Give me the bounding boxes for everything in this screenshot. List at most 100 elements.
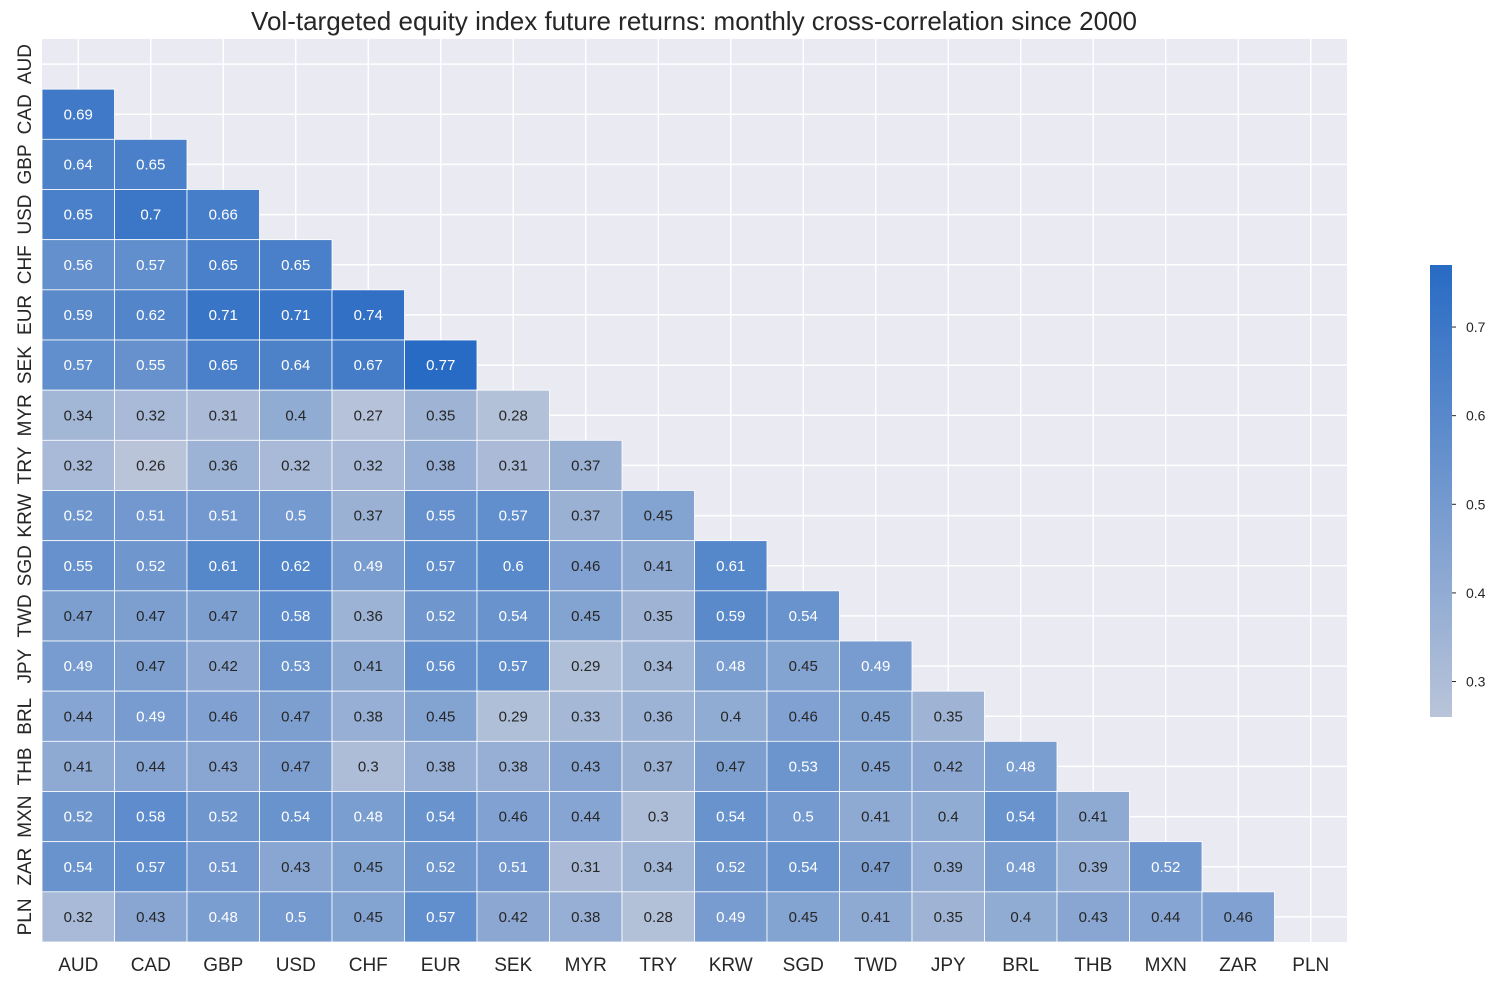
y-tick-label-chf: CHF <box>15 245 36 284</box>
heatmap-cell-twd-myr <box>549 590 623 642</box>
cell-value-label: 0.47 <box>281 708 310 725</box>
cell-value-label: 0.45 <box>644 508 673 525</box>
cell-value-label: 0.29 <box>499 708 528 725</box>
heatmap-cell-twd-try <box>621 590 695 642</box>
x-tick-label-thb: THB <box>1074 955 1112 976</box>
cell-value-label: 0.47 <box>861 859 890 876</box>
cell-value-label: 0.49 <box>716 909 745 926</box>
cell-value-label: 0.47 <box>209 608 238 625</box>
cell-value-label: 0.45 <box>789 909 818 926</box>
y-tick-label-aud: AUD <box>15 44 36 84</box>
cell-value-label: 0.49 <box>861 658 890 675</box>
cell-value-label: 0.44 <box>571 809 600 826</box>
cell-value-label: 0.4 <box>1010 909 1031 926</box>
cell-value-label: 0.61 <box>716 558 745 575</box>
heatmap-cell-pln-zar <box>1201 891 1275 943</box>
cell-value-label: 0.44 <box>64 708 93 725</box>
cell-value-label: 0.57 <box>136 257 165 274</box>
cell-value-label: 0.45 <box>571 608 600 625</box>
heatmap-cell-gbp-cad <box>114 138 188 190</box>
heatmap-cell-sgd-sek <box>476 540 550 592</box>
cell-value-label: 0.65 <box>136 156 165 173</box>
cell-value-label: 0.35 <box>426 407 455 424</box>
cell-value-label: 0.47 <box>281 758 310 775</box>
cell-value-label: 0.51 <box>209 859 238 876</box>
cell-value-label: 0.36 <box>644 708 673 725</box>
cell-value-label: 0.41 <box>64 758 93 775</box>
cell-value-label: 0.61 <box>209 558 238 575</box>
cell-value-label: 0.71 <box>209 307 238 324</box>
heatmap-cell-sgd-krw <box>694 540 768 592</box>
cell-value-label: 0.45 <box>354 909 383 926</box>
heatmap-cell-krw-gbp <box>186 490 260 542</box>
cell-value-label: 0.28 <box>499 407 528 424</box>
y-tick-label-zar: ZAR <box>15 848 36 886</box>
heatmap-cell-pln-twd <box>839 891 913 943</box>
cell-value-label: 0.32 <box>136 407 165 424</box>
x-tick-label-gbp: GBP <box>203 955 243 976</box>
cell-value-label: 0.48 <box>1006 758 1035 775</box>
heatmap-cell-brl-cad <box>114 690 188 742</box>
heatmap-cell-mxn-thb <box>1056 791 1130 843</box>
colorbar-tick-label: 0.3 <box>1466 674 1486 690</box>
colorbar-tick-label: 0.5 <box>1466 496 1486 512</box>
cell-value-label: 0.65 <box>281 257 310 274</box>
heatmap-cell-brl-twd <box>839 690 913 742</box>
cell-value-label: 0.4 <box>285 407 306 424</box>
heatmap-cell-jpy-try <box>621 640 695 692</box>
cell-value-label: 0.65 <box>209 357 238 374</box>
heatmap-cell-sek-usd <box>259 339 333 391</box>
cell-value-label: 0.52 <box>426 859 455 876</box>
cell-value-label: 0.26 <box>136 457 165 474</box>
cell-value-label: 0.31 <box>571 859 600 876</box>
heatmap-cell-zar-try <box>621 841 695 893</box>
cell-value-label: 0.53 <box>789 758 818 775</box>
cell-value-label: 0.35 <box>934 708 963 725</box>
heatmap-cell-pln-cad <box>114 891 188 943</box>
heatmap-cell-jpy-cad <box>114 640 188 692</box>
cell-value-label: 0.46 <box>499 809 528 826</box>
heatmap-cell-eur-usd <box>259 289 333 341</box>
cell-value-label: 0.37 <box>571 508 600 525</box>
cell-value-label: 0.49 <box>64 658 93 675</box>
cell-value-label: 0.77 <box>426 357 455 374</box>
cell-value-label: 0.55 <box>426 508 455 525</box>
cell-value-label: 0.47 <box>136 658 165 675</box>
cell-value-label: 0.32 <box>64 909 93 926</box>
cell-value-label: 0.45 <box>861 758 890 775</box>
heatmap-cell-krw-aud <box>41 490 115 542</box>
x-tick-label-eur: EUR <box>421 955 461 976</box>
heatmap-cell-zar-krw <box>694 841 768 893</box>
heatmap-cell-zar-myr <box>549 841 623 893</box>
cell-value-label: 0.54 <box>426 809 455 826</box>
heatmap-cell-eur-chf <box>331 289 405 341</box>
heatmap-cell-chf-usd <box>259 239 333 291</box>
heatmap-cell-usd-cad <box>114 189 188 241</box>
heatmap-cell-brl-sgd <box>766 690 840 742</box>
heatmap-cell-krw-try <box>621 490 695 542</box>
cell-value-label: 0.64 <box>281 357 310 374</box>
cell-value-label: 0.51 <box>209 508 238 525</box>
cell-value-label: 0.48 <box>1006 859 1035 876</box>
cell-value-label: 0.38 <box>426 758 455 775</box>
cell-value-label: 0.49 <box>354 558 383 575</box>
cell-value-label: 0.57 <box>64 357 93 374</box>
cell-value-label: 0.5 <box>793 809 814 826</box>
heatmap-cell-chf-gbp <box>186 239 260 291</box>
heatmap-cell-brl-eur <box>404 690 478 742</box>
colorbar-ticks: 0.3 0.4 0.5 0.6 0.7 <box>1452 319 1486 690</box>
heatmap-cell-pln-sgd <box>766 891 840 943</box>
heatmap-cell-brl-chf <box>331 690 405 742</box>
heatmap-cell-thb-eur <box>404 740 478 792</box>
heatmap-cell-cad-aud <box>41 88 115 140</box>
cell-value-label: 0.58 <box>136 809 165 826</box>
cell-value-label: 0.38 <box>426 457 455 474</box>
cell-value-label: 0.38 <box>354 708 383 725</box>
cell-value-label: 0.32 <box>64 457 93 474</box>
cell-value-label: 0.57 <box>499 658 528 675</box>
heatmap-cell-jpy-myr <box>549 640 623 692</box>
x-tick-label-pln: PLN <box>1292 955 1329 976</box>
heatmap-cell-thb-cad <box>114 740 188 792</box>
